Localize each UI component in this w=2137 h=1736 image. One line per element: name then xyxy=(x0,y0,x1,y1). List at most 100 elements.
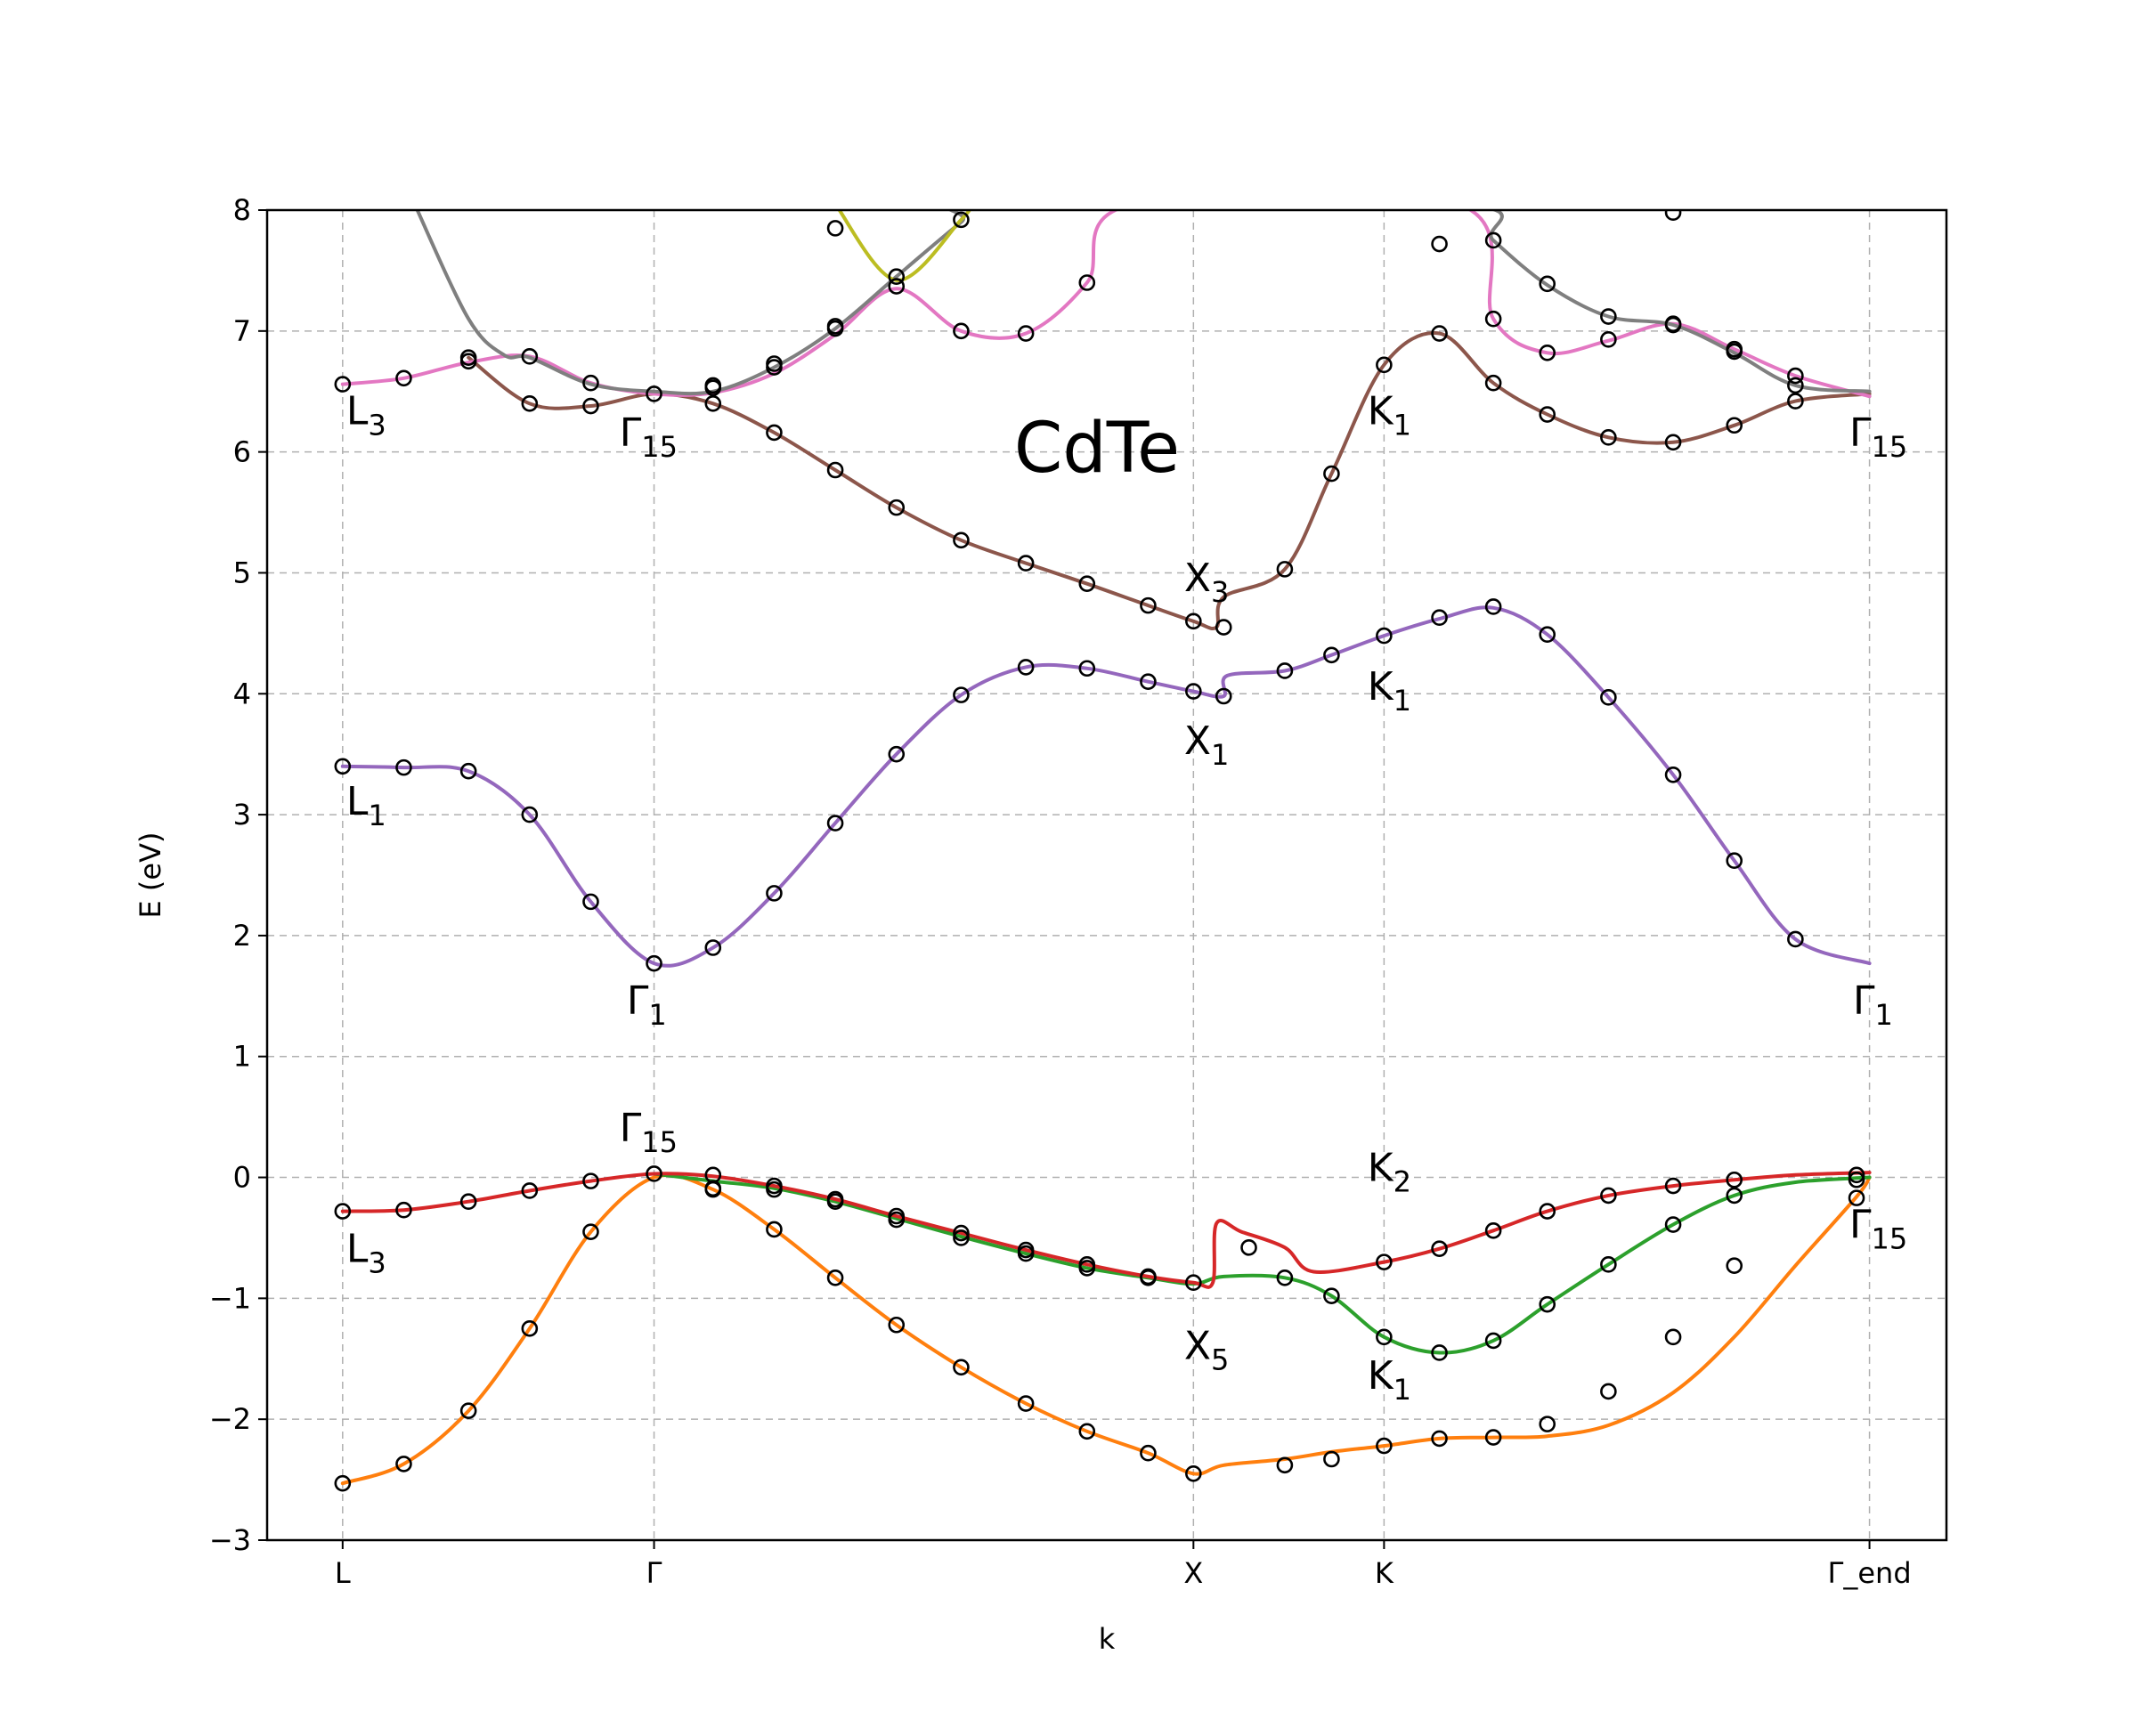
symmetry-point-label: K1 xyxy=(1368,388,1411,442)
y-tick-label: 0 xyxy=(233,1161,251,1195)
data-marker xyxy=(1431,1344,1448,1361)
data-marker xyxy=(1185,612,1202,630)
data-marker xyxy=(1078,1260,1096,1277)
data-marker xyxy=(334,1474,352,1492)
data-marker xyxy=(1140,1269,1157,1286)
data-marker xyxy=(953,1224,970,1242)
symmetry-point-label: L3 xyxy=(346,388,386,442)
data-marker xyxy=(766,885,783,902)
data-marker xyxy=(1376,1253,1393,1270)
chart-title: CdTe xyxy=(1014,409,1180,489)
symmetry-point-label: Γ1 xyxy=(1853,978,1893,1032)
data-marker xyxy=(1017,1245,1035,1262)
data-marker xyxy=(1484,1332,1502,1350)
data-marker xyxy=(459,353,477,370)
data-marker xyxy=(459,1402,477,1419)
data-marker xyxy=(1664,1328,1682,1346)
data-marker xyxy=(1431,609,1448,627)
data-marker xyxy=(1484,1222,1502,1239)
data-marker xyxy=(1787,377,1804,394)
data-marker xyxy=(1276,662,1294,679)
data-marker xyxy=(953,531,970,549)
x-tick-label: Γ_end xyxy=(1828,1556,1912,1590)
band-line-7 xyxy=(837,210,972,282)
data-marker xyxy=(953,686,970,703)
data-marker xyxy=(1600,1383,1617,1400)
y-axis-label: E (eV) xyxy=(134,832,167,919)
band-line-0 xyxy=(340,1172,1872,1486)
data-marker xyxy=(1376,356,1393,374)
data-marker xyxy=(953,322,970,340)
x-tick-label: Γ xyxy=(646,1556,662,1590)
symmetry-point-label: L1 xyxy=(346,779,386,832)
data-marker xyxy=(1600,429,1617,446)
data-marker xyxy=(1484,598,1502,615)
data-marker xyxy=(826,1193,844,1211)
data-marker xyxy=(1539,1416,1556,1432)
data-marker xyxy=(1017,555,1035,572)
symmetry-point-label: Γ15 xyxy=(620,410,678,464)
data-marker xyxy=(1726,417,1743,434)
data-marker xyxy=(766,424,783,442)
y-tick-label: −3 xyxy=(209,1523,251,1557)
symmetry-point-label: K1 xyxy=(1368,664,1411,718)
data-marker xyxy=(1276,1269,1294,1286)
x-tick-label: L xyxy=(335,1556,351,1590)
data-marker xyxy=(1431,1430,1448,1448)
symmetry-labels: L3 Γ15 X3 K1 Γ15 K1 X1 L1 Γ1 Γ1 Γ15 K2 L3 Γ15 X5 K1 xyxy=(346,388,1907,1407)
symmetry-point-label: X5 xyxy=(1184,1323,1230,1376)
data-marker xyxy=(766,1221,783,1238)
data-marker xyxy=(888,745,906,763)
data-marker xyxy=(1600,689,1617,706)
data-marker xyxy=(1431,325,1448,342)
data-marker xyxy=(334,1203,352,1220)
data-marker xyxy=(1726,1171,1743,1188)
data-marker xyxy=(888,278,906,295)
symmetry-point-label: Γ15 xyxy=(1849,410,1907,464)
data-marker xyxy=(395,369,412,387)
y-tick-label: 2 xyxy=(233,919,251,953)
y-tick-label: 4 xyxy=(233,677,251,710)
data-marker xyxy=(704,377,722,394)
data-marker xyxy=(1323,646,1340,664)
data-marker xyxy=(1726,852,1743,870)
data-marker xyxy=(1848,1166,1865,1184)
data-marker xyxy=(704,1180,722,1197)
data-marker xyxy=(1323,1287,1340,1304)
data-marker xyxy=(704,395,722,412)
x-axis-ticks: L Γ X K Γ_end xyxy=(335,1540,1912,1590)
data-marker xyxy=(1323,465,1340,483)
data-marker xyxy=(1431,1240,1448,1257)
data-marker xyxy=(582,893,599,911)
data-marker xyxy=(1539,406,1556,423)
data-marker xyxy=(1017,659,1035,676)
data-marker xyxy=(1484,310,1502,328)
symmetry-point-label: Γ15 xyxy=(620,1106,678,1159)
data-marker xyxy=(888,268,906,286)
data-marker xyxy=(826,815,844,831)
y-tick-label: 7 xyxy=(233,314,251,348)
data-marker xyxy=(1276,561,1294,578)
data-marker xyxy=(826,1269,844,1286)
data-marker xyxy=(1140,596,1157,614)
data-marker xyxy=(953,1229,970,1246)
data-marker xyxy=(1185,683,1202,700)
data-marker xyxy=(766,1180,783,1198)
symmetry-point-label: Γ1 xyxy=(627,978,667,1032)
data-marker xyxy=(1215,619,1232,636)
data-marker xyxy=(1376,1437,1393,1455)
data-marker xyxy=(826,461,844,479)
data-marker xyxy=(395,1201,412,1219)
data-marker xyxy=(1376,1328,1393,1346)
data-marker xyxy=(1539,626,1556,644)
data-marker xyxy=(1215,687,1232,705)
data-marker xyxy=(1726,1257,1743,1274)
y-tick-label: 6 xyxy=(233,435,251,469)
data-marker xyxy=(1600,1187,1617,1205)
data-marker xyxy=(953,1359,970,1376)
data-marker xyxy=(646,385,662,402)
data-marker xyxy=(1726,1187,1743,1205)
data-marker xyxy=(334,758,352,775)
data-marker xyxy=(334,376,352,393)
